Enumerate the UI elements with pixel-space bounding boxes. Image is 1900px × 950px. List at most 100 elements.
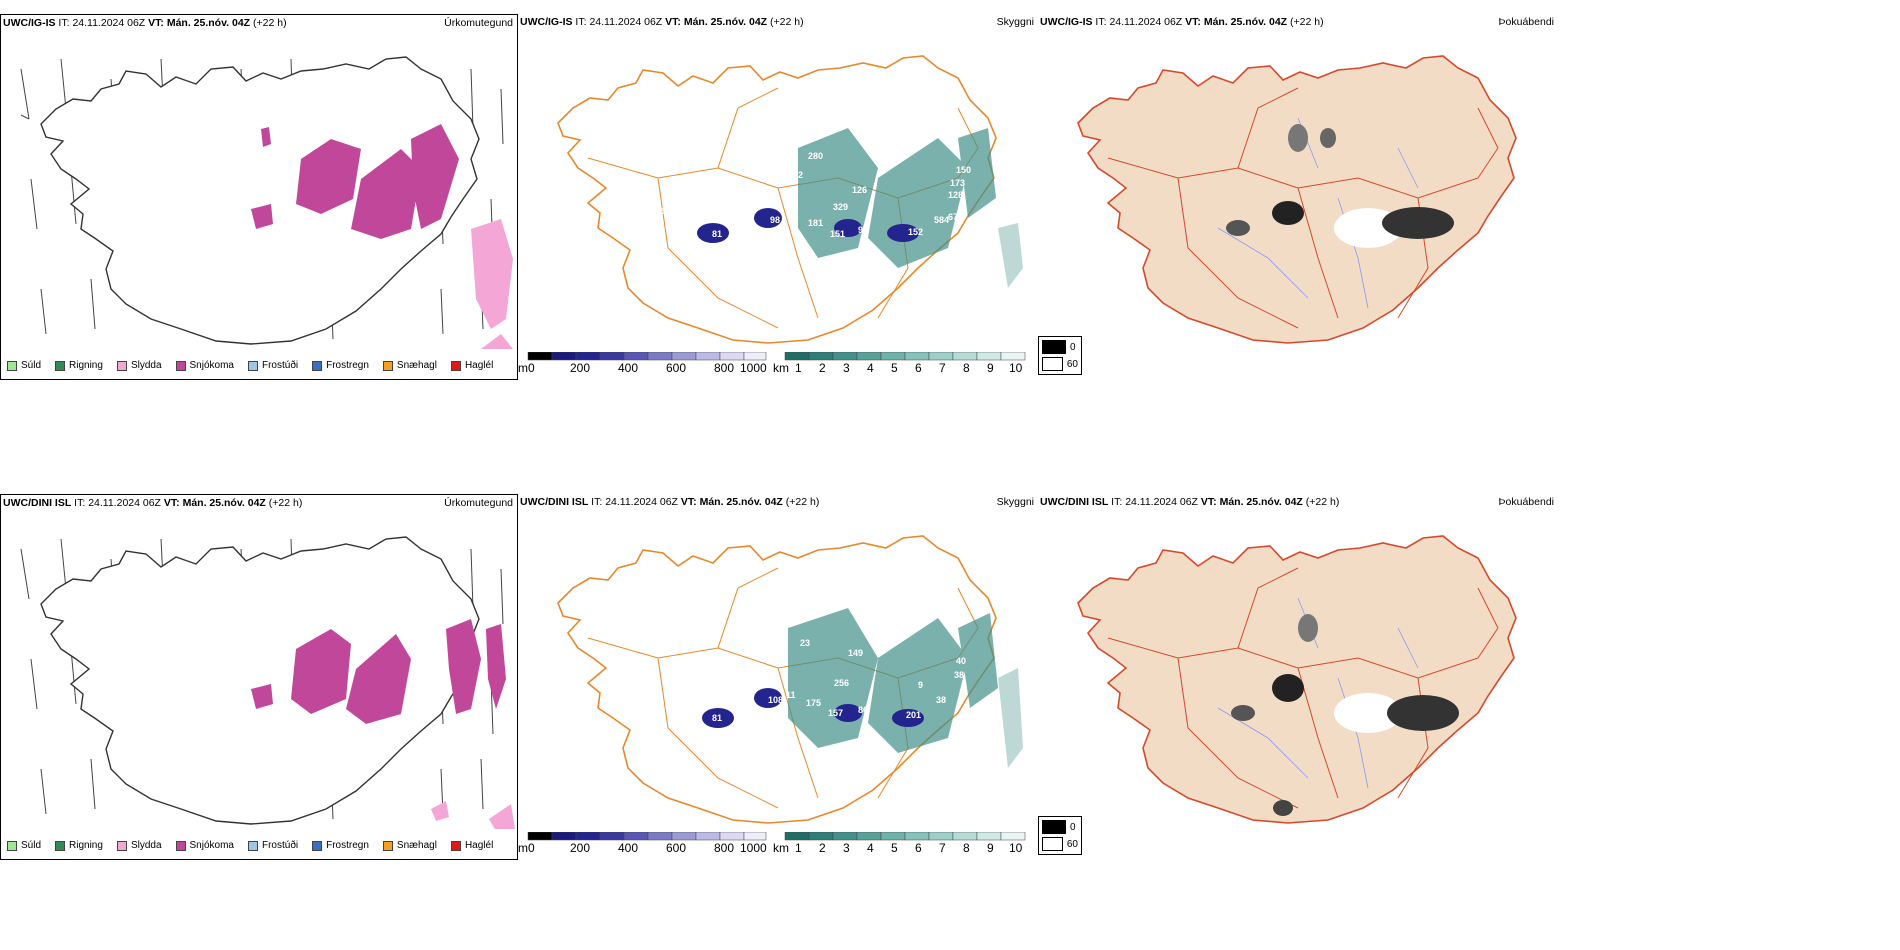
it-value: 24.11.2024 06Z [605, 496, 678, 508]
ceiling-labels: 122 81 108 11 23 175 256 149 157 86 201 … [712, 638, 966, 723]
ceiling-label: 81 [712, 713, 722, 723]
low-cloud-blobs [697, 208, 919, 243]
scale-unit: km [773, 841, 789, 855]
scale-cell [623, 352, 649, 361]
scale-cell [808, 352, 834, 361]
panel-header: UWC/IG-IS IT: 24.11.2024 06Z VT: Mán. 25… [520, 16, 804, 28]
precip-legend: Súld Rigning Slydda Snjókoma Frostúði Fr… [7, 840, 493, 851]
scale-cell [743, 352, 767, 361]
ceiling-label: 181 [808, 218, 823, 228]
legend-label: Súld [21, 840, 42, 851]
lead-time: (+22 h) [253, 17, 287, 29]
height-scale: m 0 200 400 600 800 1000 [518, 352, 767, 375]
ceiling-label: 157 [828, 708, 843, 718]
legend-swatch [312, 360, 323, 371]
legend-label: Frostúði [261, 360, 299, 371]
rivers [1217, 597, 1419, 789]
vt-value: Mán. 25.nóv. 04Z [1219, 496, 1303, 508]
legend-swatch [55, 360, 66, 371]
scale-cell [976, 832, 1002, 841]
scale-cell [575, 832, 601, 841]
cloud-map: 122 81 108 11 23 175 256 149 157 86 201 … [557, 535, 1023, 824]
scale-cell [575, 352, 601, 361]
legend-label: Frostúði [261, 840, 299, 851]
legend-swatch [450, 360, 461, 371]
snow-areas [251, 619, 506, 724]
it-label: IT: [1111, 496, 1123, 508]
legend-item: Slydda [116, 360, 162, 371]
fog-scale-label: 60 [1066, 358, 1078, 370]
scale-unit: m [518, 841, 528, 855]
model-name: UWC/IG-IS [520, 16, 573, 28]
ceiling-label: 40 [956, 656, 966, 666]
panel-header: UWC/DINI ISL IT: 24.11.2024 06Z VT: Mán.… [1040, 496, 1339, 508]
fog-swatch [1042, 357, 1063, 371]
panel-title: Úrkomutegund [444, 17, 513, 29]
fog-scale: 0 60 [1038, 816, 1082, 855]
fog-scale-label: 60 [1066, 838, 1078, 850]
scale-cell [928, 832, 954, 841]
scale-tick: 3 [843, 841, 850, 855]
legend-item: Frostregn [312, 840, 369, 851]
legend-item: Haglél [450, 840, 493, 851]
precip-legend: Súld Rigning Slydda Snjókoma Frostúði Fr… [7, 360, 493, 371]
fog-scale-item: 60 [1042, 357, 1078, 371]
scale-cell [695, 352, 721, 361]
fog-swatch [1042, 837, 1063, 851]
scale-cell [952, 832, 978, 841]
visibility-scale: km 1 2 3 4 5 6 7 8 9 10 [773, 352, 1026, 375]
legend-label: Snjókoma [189, 360, 234, 371]
ceiling-label: 86 [858, 705, 868, 715]
scale-tick: 1 [795, 841, 802, 855]
height-scale-bar [527, 352, 767, 361]
panel-title: Þokuábendi [1498, 16, 1554, 28]
it-value: 24.11.2024 06Z [1125, 496, 1198, 508]
legend-item: Frostúði [247, 840, 299, 851]
ceiling-label: 11 [786, 690, 796, 700]
fog-scale-item: 60 [1042, 837, 1078, 851]
ceiling-label: 151 [830, 229, 845, 239]
scale-cell [952, 352, 978, 361]
ceiling-label: 256 [834, 678, 849, 688]
model-name: UWC/IG-IS [3, 17, 56, 29]
visibility-scale-bar [784, 832, 1026, 841]
legend-item: Rigning [55, 840, 103, 851]
legend-item: Snæhagl [382, 840, 437, 851]
ceiling-label: 122 [728, 684, 743, 694]
ceiling-label: 38 [954, 670, 964, 680]
fog-shading [1231, 614, 1459, 816]
fog-shading [1226, 124, 1454, 248]
legend-label: Snæhagl [396, 840, 437, 851]
scale-unit: km [773, 361, 789, 375]
scale-cell [784, 832, 810, 841]
legend-item: Súld [7, 360, 41, 371]
scale-cell [623, 832, 649, 841]
ceiling-label: 09 [936, 130, 946, 140]
legend-item: Frostregn [312, 360, 369, 371]
ceiling-label: 128 [948, 190, 963, 200]
panel-header: UWC/IG-IS IT: 24.11.2024 06Z VT: Mán. 25… [3, 17, 287, 29]
scale-cell [671, 832, 697, 841]
ceiling-label: 108 [768, 695, 783, 705]
cloud-map: 209 102 81 98 11 82 280 329 126 181 151 … [557, 55, 1023, 344]
scale-tick: 10 [1009, 361, 1023, 375]
scale-tick: 0 [528, 841, 535, 855]
height-scale: m 0 200 400 600 800 1000 [518, 832, 767, 855]
it-value: 24.11.2024 06Z [88, 497, 161, 509]
snow-areas [251, 124, 459, 239]
scale-tick: 800 [714, 361, 734, 375]
legend-swatch [450, 840, 461, 851]
vt-value: Mán. 25.nóv. 04Z [1203, 16, 1288, 28]
legend-item: Snjókoma [175, 840, 234, 851]
precip-panel: UWC/IG-IS IT: 24.11.2024 06Z VT: Mán. 25… [0, 14, 518, 380]
legend-item: Snæhagl [382, 360, 437, 371]
scale-tick: 6 [915, 841, 922, 855]
it-value: 24.11.2024 06Z [72, 17, 146, 29]
model-name: UWC/DINI ISL [3, 497, 72, 509]
panel-header: UWC/DINI ISL IT: 24.11.2024 06Z VT: Mán.… [520, 496, 819, 508]
scale-cell [527, 832, 553, 841]
lead-time: (+22 h) [770, 16, 804, 28]
panel-title: Skyggni [996, 496, 1034, 508]
ceiling-label: 11 [786, 210, 796, 220]
panel-title: Skyggni [996, 16, 1034, 28]
